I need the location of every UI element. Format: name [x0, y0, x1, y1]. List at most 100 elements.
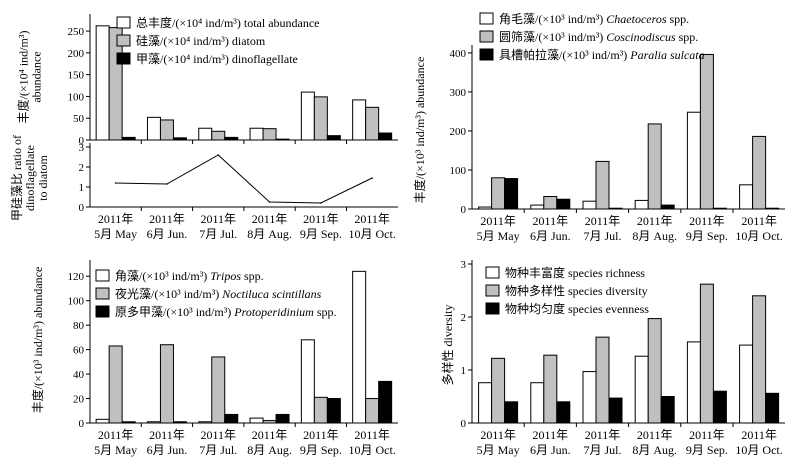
bar-s1-c1	[543, 354, 558, 424]
bar-s1-c1	[159, 344, 174, 424]
x-tick-label-month-0: 5月 May	[477, 229, 520, 243]
legend-label-1: 硅藻/(×10⁴ ind/m³) diatom	[136, 34, 266, 48]
bar-s1-c2	[595, 160, 610, 210]
legend-label-2: 甲藻/(×10⁴ ind/m³) dinoflagellate	[136, 52, 298, 66]
x-tick-label-year-5: 2011年	[741, 214, 777, 228]
bar-s2-c3	[275, 138, 290, 141]
x-tick-label-month-2: 7月 Jul.	[199, 227, 237, 241]
y-tick-label-0: 0	[461, 204, 467, 216]
y-tick-label-2: 100	[68, 91, 85, 103]
bar-s1-c5	[365, 106, 380, 141]
bar-s2-c0	[504, 401, 519, 424]
bar-s1-c3	[262, 420, 277, 424]
bar-s0-c0	[478, 206, 493, 210]
y-tick-label-1: 20	[73, 394, 85, 406]
legend-swatch-0	[116, 16, 131, 29]
bar-s2-c1	[556, 401, 571, 424]
x-tick-label-year-1: 2011年	[149, 428, 185, 442]
x-tick-label-year-3: 2011年	[252, 212, 288, 226]
legend-swatch-2	[116, 52, 131, 65]
bar-s2-c5	[378, 380, 393, 424]
bar-s1-c2	[211, 130, 226, 141]
legend-label-1: 物种多样性 species diversity	[505, 283, 648, 298]
x-tick-label-month-2: 7月 Jul.	[583, 229, 621, 243]
bar-s0-c4	[300, 339, 315, 424]
x-tick-label-month-5: 10月 Oct.	[735, 229, 782, 243]
bar-s0-c4	[686, 111, 701, 210]
bar-s0-c1	[146, 116, 161, 141]
legend-swatch-1	[485, 284, 500, 297]
y-axis-label-line-0: 丰度/(×10³ ind/m³) abundance	[30, 267, 45, 414]
legend: 角藻/(×10³ ind/m³) Tripos spp. 夜光藻/(×10³ in…	[95, 269, 337, 319]
legend-swatch-2	[485, 302, 500, 315]
x-tick-label-year-0: 2011年	[480, 214, 516, 228]
bar-s2-c0	[121, 421, 136, 424]
ratio-point-0	[114, 182, 117, 184]
legend-swatch-2	[95, 305, 110, 318]
bar-s1-c2	[595, 336, 610, 424]
x-tick-label-year-2: 2011年	[585, 214, 621, 228]
y-tick-label-0: 0	[79, 418, 85, 430]
x-tick-label-month-1: 6月 Jun.	[147, 443, 188, 457]
x-tick-label-year-1: 2011年	[533, 214, 569, 228]
bar-s1-c5	[365, 398, 380, 424]
bar-s2-c4	[712, 390, 727, 424]
legend-swatch-0	[485, 266, 500, 279]
y-axis-label-line-0: 多样性 diversity	[440, 305, 455, 386]
y-tick-label-0: 0	[79, 135, 85, 147]
y-tick-label-3: 300	[450, 87, 467, 99]
x-tick-label-month-5: 10月 Oct.	[348, 227, 395, 241]
bar-s1-c4	[313, 396, 328, 424]
x-tick-label-year-2: 2011年	[200, 212, 236, 226]
y-tick-label-0: 0	[461, 418, 467, 430]
legend: 角毛藻/(×10³ ind/m³) Chaetoceros spp. 圆筛藻/(×…	[479, 12, 705, 62]
bar-s2-c1	[172, 137, 187, 141]
bar-s1-c0	[491, 357, 506, 424]
legend-swatch-2	[479, 48, 494, 61]
legend-label-0: 物种丰富度 species richness	[505, 265, 645, 280]
y-axis-label-line-1: abundance	[30, 51, 44, 102]
y-tick-label-2: 2	[79, 162, 85, 174]
bar-s2-c0	[504, 178, 519, 210]
bar-s1-c1	[543, 196, 558, 210]
y-tick-label-1: 1	[79, 182, 85, 194]
x-tick-label-year-0: 2011年	[98, 428, 134, 442]
bar-s2-c2	[224, 413, 239, 424]
legend-label-1: 夜光藻/(×10³ ind/m³) Noctiluca scintillans	[115, 286, 322, 301]
bar-s0-c1	[530, 382, 545, 424]
bar-s0-c3	[634, 199, 649, 210]
y-tick-label-4: 80	[73, 320, 85, 332]
bar-s0-c2	[198, 421, 213, 424]
y-tick-label-2: 200	[450, 126, 467, 138]
legend-label-2: 具槽帕拉藻/(×10³ ind/m³) Paralia sulcata	[499, 47, 705, 62]
legend-swatch-0	[479, 12, 494, 25]
legend-swatch-0	[95, 269, 110, 282]
bar-s2-c4	[712, 207, 727, 210]
x-tick-label-month-0: 5月 May	[94, 443, 137, 457]
x-tick-label-month-4: 9月 Sep.	[300, 227, 342, 241]
bar-s1-c5	[752, 135, 767, 210]
bar-s2-c5	[378, 132, 393, 141]
y-axis-label-line-2: to diatom	[36, 155, 50, 201]
bar-s2-c1	[172, 421, 187, 424]
y-tick-label-6: 120	[68, 271, 85, 283]
bar-s0-c2	[582, 371, 597, 424]
bar-s1-c1	[159, 119, 174, 141]
bar-s2-c0	[121, 136, 136, 141]
ratio-point-4	[320, 202, 322, 204]
x-tick-label-year-2: 2011年	[200, 428, 236, 442]
x-tick-label-year-4: 2011年	[689, 214, 725, 228]
y-axis-label-line-0: 丰度/(×10³ ind/m³) abundance	[412, 57, 427, 204]
bar-s0-c4	[300, 91, 315, 141]
legend-label-0: 角毛藻/(×10³ ind/m³) Chaetoceros spp.	[499, 12, 689, 26]
ratio-point-3	[268, 201, 271, 203]
bar-s0-c5	[739, 344, 754, 424]
y-axis-label-line-0: 甲硅藻比 ratio of	[10, 135, 24, 221]
bar-s0-c3	[249, 127, 264, 141]
bar-s2-c2	[608, 207, 623, 210]
x-tick-label-month-5: 10月 Oct.	[348, 443, 395, 457]
